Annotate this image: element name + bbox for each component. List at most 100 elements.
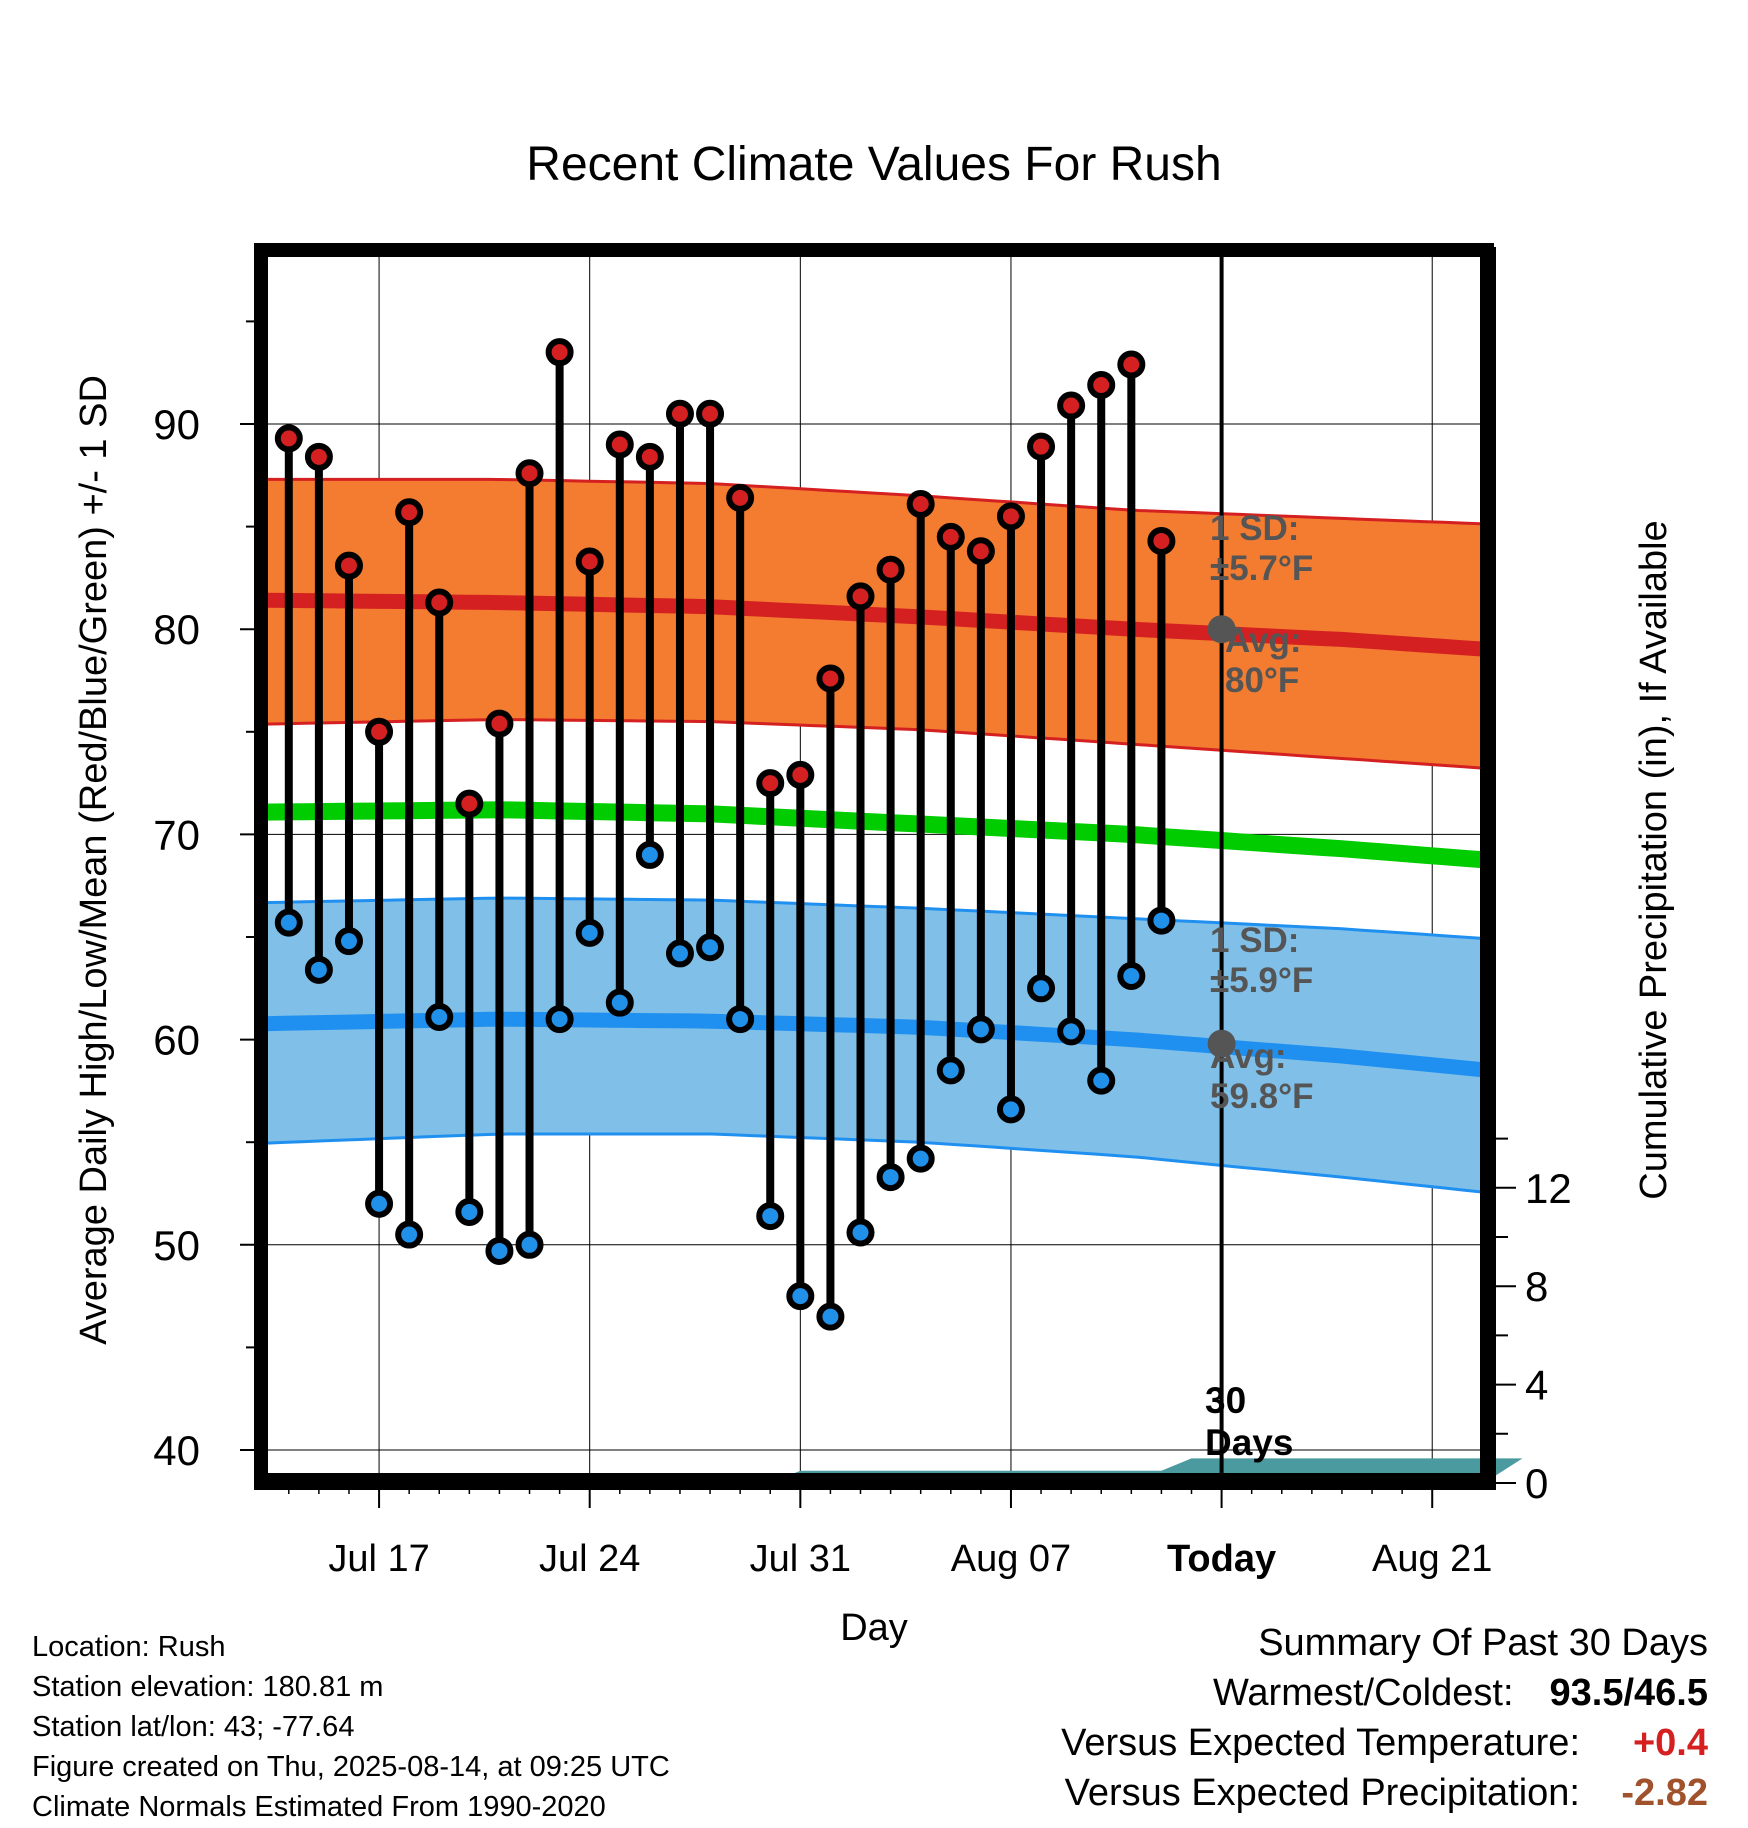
low-avg-annotation: Avg: 59.8°F [1210, 1037, 1314, 1116]
summary-precip-row: Versus Expected Precipitation: -2.82 [1065, 1772, 1708, 1815]
warm-cold-label: Warmest/Coldest: [1212, 1672, 1514, 1714]
high-point [996, 502, 1025, 531]
low-point [1147, 906, 1176, 935]
high-point [545, 338, 574, 367]
high-point [334, 551, 363, 580]
low-point [966, 1015, 995, 1044]
high-point [485, 709, 514, 738]
temp-value: +0.4 [1632, 1722, 1708, 1764]
low-point [395, 1220, 424, 1249]
plot-border-bottom [254, 1476, 1496, 1490]
low-point [1087, 1066, 1116, 1095]
high-avg-line [263, 592, 1485, 657]
high-sd-band [264, 479, 1484, 769]
high-point [696, 399, 725, 428]
y-tick-label: 80 [153, 606, 200, 653]
y-tick-label: 70 [153, 811, 200, 858]
high-point [876, 555, 905, 584]
high-lower-line [263, 718, 1485, 770]
low-point [515, 1230, 544, 1259]
low-point [906, 1144, 935, 1173]
plot-frame [254, 243, 1496, 1490]
low-sd-band [264, 898, 1484, 1193]
elevation-text: Station elevation: 180.81 m [32, 1671, 384, 1703]
high-point [635, 442, 664, 471]
x-tick-label: Aug 21 [1372, 1538, 1492, 1580]
annotations: 1 SD: ±5.7°F Avg: 80°F 1 SD: ±5.9°F Avg: 59.8°F… [1205, 247, 1314, 1483]
low-point [365, 1189, 394, 1218]
y2-axis-title: Cumulative Precipitation (in), If Availa… [1633, 520, 1675, 1199]
high-point [1117, 350, 1146, 379]
low-point [665, 939, 694, 968]
created-text: Figure created on Thu, 2025-08-14, at 09… [32, 1751, 670, 1783]
low-point [545, 1005, 574, 1034]
summary-title: Summary Of Past 30 Days [1258, 1622, 1708, 1664]
low-point [846, 1218, 875, 1247]
plot-border-right [1480, 247, 1496, 1483]
x-tick-label: Jul 31 [750, 1538, 851, 1580]
low-point [936, 1056, 965, 1085]
high-upper-line [264, 477, 1485, 526]
x-tick-label: Aug 07 [951, 1538, 1071, 1580]
x-tick-label: Jul 17 [328, 1538, 429, 1580]
y-axis-title: Average Daily High/Low/Mean (Red/Blue/Gr… [73, 375, 115, 1345]
x-axis-title: Day [840, 1607, 908, 1649]
high-point [365, 717, 394, 746]
high-point [786, 760, 815, 789]
y-tick-label: 50 [153, 1222, 200, 1269]
high-point [1057, 391, 1086, 420]
today-window-label: 30 Days [1205, 1380, 1293, 1463]
high-point [906, 490, 935, 519]
location-text: Location: Rush [32, 1631, 226, 1663]
high-avg-marker [1207, 615, 1236, 644]
low-point [304, 955, 333, 984]
low-point [455, 1197, 484, 1226]
high-point [575, 547, 604, 576]
y2-tick-label: 0 [1525, 1460, 1548, 1507]
low-point [605, 988, 634, 1017]
low-point [786, 1282, 815, 1311]
precip-value: -2.82 [1621, 1772, 1708, 1814]
high-point [1087, 371, 1116, 400]
precip-label: Versus Expected Precipitation: [1064, 1772, 1580, 1814]
low-point [635, 840, 664, 869]
y2-tick-label: 4 [1525, 1362, 1548, 1409]
high-point [274, 424, 303, 453]
low-point [575, 918, 604, 947]
low-point [876, 1163, 905, 1192]
high-point [395, 498, 424, 527]
high-point [1027, 432, 1056, 461]
high-point [304, 442, 333, 471]
y2-tick-label: 12 [1525, 1165, 1572, 1212]
low-point [425, 1003, 454, 1032]
high-point [455, 789, 484, 818]
summary-warm-cold-row: Warmest/Coldest: 93.5/46.5 [1213, 1672, 1708, 1715]
low-point [1117, 961, 1146, 990]
latlon-text: Station lat/lon: 43; -77.64 [32, 1711, 355, 1743]
low-sd-annotation: 1 SD: ±5.9°F [1210, 921, 1313, 1000]
daily-range-stems [274, 338, 1176, 1331]
y-tick-label: 90 [153, 401, 200, 448]
low-point [756, 1202, 785, 1231]
high-point [816, 664, 845, 693]
high-point [846, 582, 875, 611]
low-point [1027, 974, 1056, 1003]
y2-tick-label: 8 [1525, 1263, 1548, 1310]
plot-border-left-top [254, 243, 1494, 1487]
warm-cold-value: 93.5/46.5 [1549, 1672, 1708, 1714]
low-avg-marker [1207, 1029, 1236, 1058]
normal-bands [263, 477, 1485, 1194]
low-point [485, 1236, 514, 1265]
high-point [1147, 526, 1176, 555]
high-point [726, 483, 755, 512]
low-point [726, 1005, 755, 1034]
high-avg-annotation: Avg: 80°F [1225, 621, 1301, 700]
low-point [996, 1095, 1025, 1124]
low-point [696, 933, 725, 962]
low-point [1057, 1017, 1086, 1046]
high-sd-annotation: 1 SD: ±5.7°F [1210, 509, 1313, 588]
x-tick-label: Today [1167, 1538, 1276, 1580]
low-point [816, 1302, 845, 1331]
high-point [966, 537, 995, 566]
summary-temp-row: Versus Expected Temperature: +0.4 [1061, 1722, 1708, 1765]
